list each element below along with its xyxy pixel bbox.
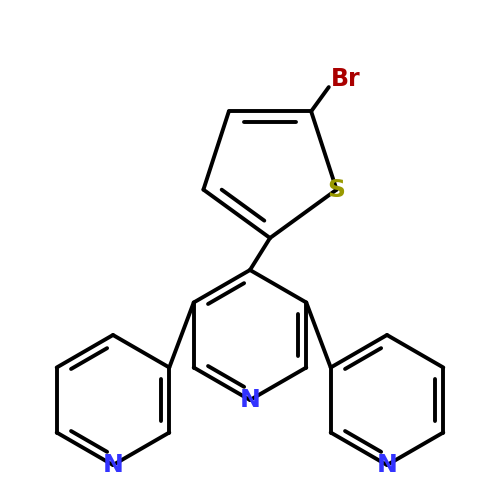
Text: Br: Br <box>331 67 360 91</box>
Text: S: S <box>328 178 345 202</box>
Text: N: N <box>376 453 398 477</box>
Text: N: N <box>102 453 124 477</box>
Text: N: N <box>240 388 260 412</box>
